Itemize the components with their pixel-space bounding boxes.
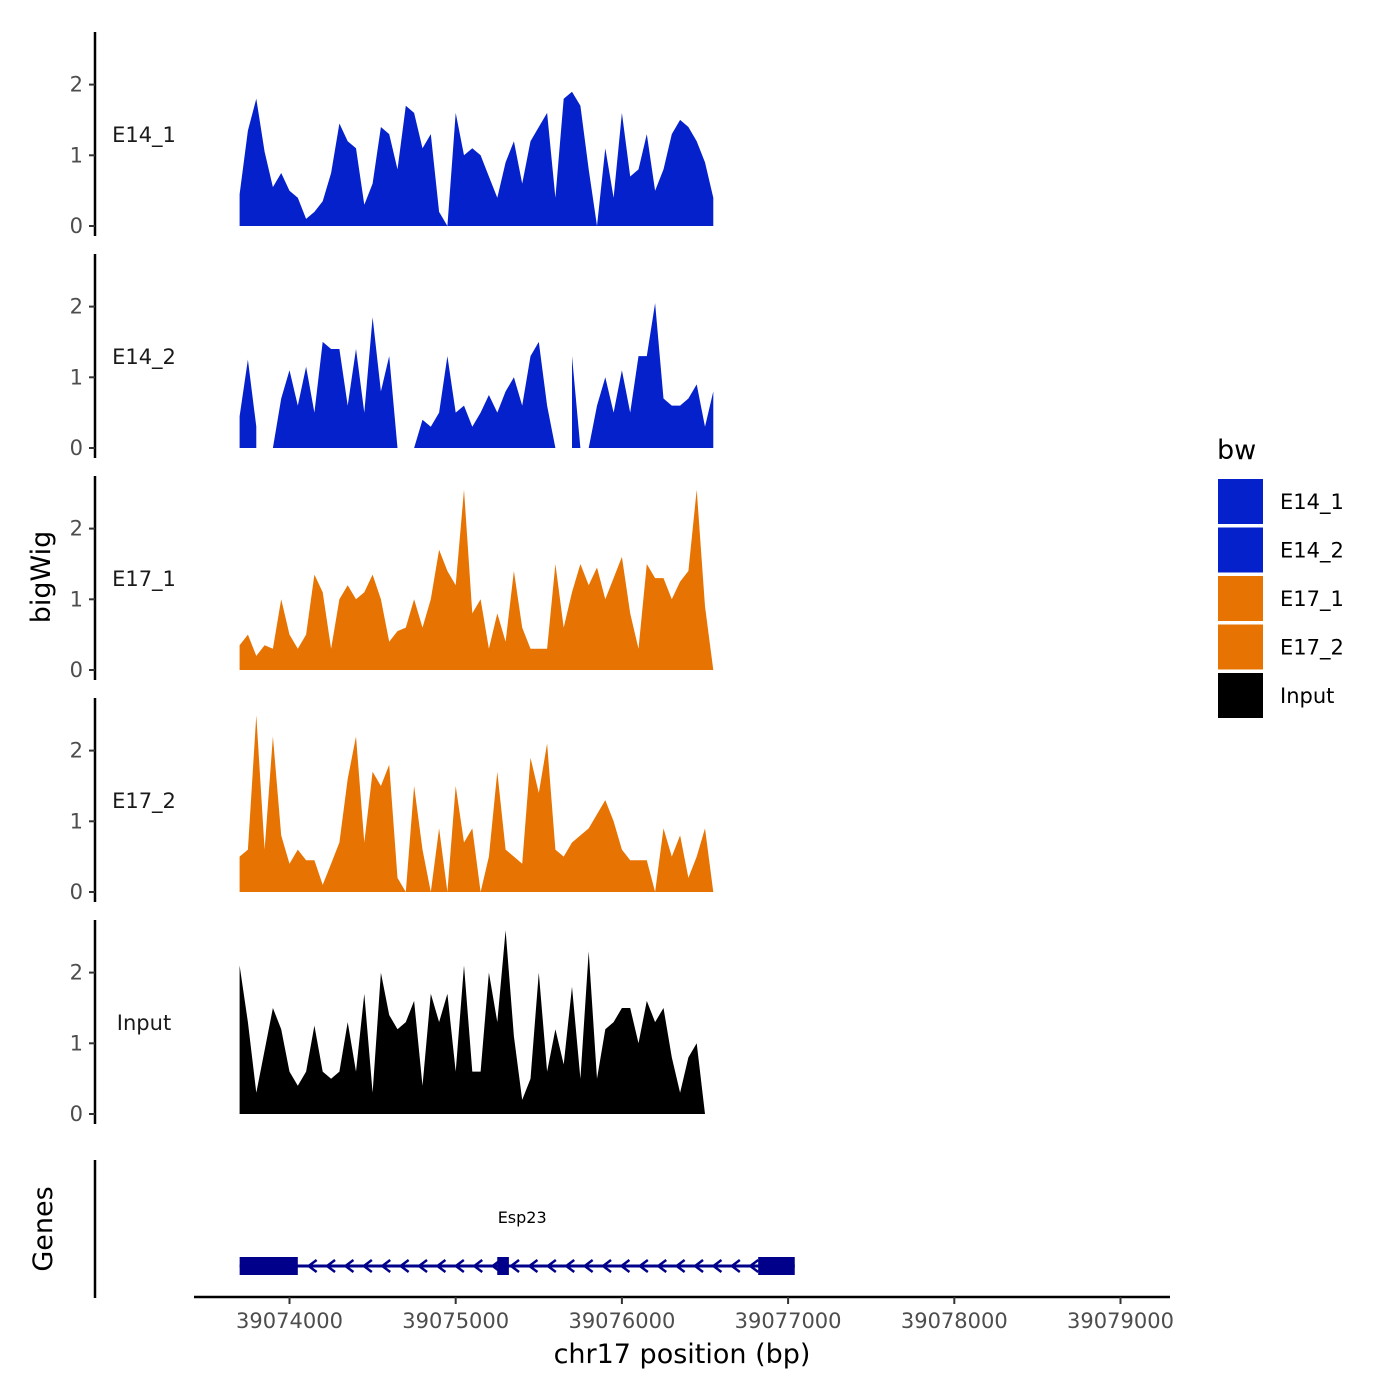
legend-title: bw	[1217, 435, 1256, 466]
track-E14_1: 0 1 2 E14_1	[70, 32, 714, 238]
strand-arrow-icon	[748, 1259, 759, 1273]
legend-label-E17_2: E17_2	[1280, 636, 1344, 661]
y-tick-label: 2	[70, 739, 83, 763]
strand-arrow-icon	[453, 1259, 465, 1273]
area-E14_2-segment-0	[239, 359, 257, 448]
strand-arrow-icon	[324, 1259, 336, 1273]
area-E14_1-segment-0	[239, 91, 714, 226]
track-label-Input: Input	[117, 1011, 171, 1035]
track-E17_1: 0 1 2 E17_1	[70, 476, 714, 682]
track-label-E14_1: E14_1	[112, 123, 176, 148]
strand-arrow-icon	[472, 1259, 483, 1273]
track-Input: 0 1 2 Input	[70, 920, 714, 1126]
track-label-E17_1: E17_1	[112, 567, 176, 592]
strand-arrow-icon	[361, 1259, 373, 1273]
y-tick-label: 1	[70, 809, 83, 833]
track-E14_2: 0 1 2 E14_2	[70, 254, 714, 460]
legend-swatch-E17_2	[1218, 624, 1263, 670]
strand-arrow-icon	[637, 1259, 649, 1273]
strand-arrow-icon	[398, 1259, 410, 1273]
gene-exon-2	[758, 1257, 795, 1275]
legend-label-E17_1: E17_1	[1280, 587, 1344, 612]
area-E17_1-segment-0	[239, 489, 714, 670]
strand-arrow-icon	[729, 1259, 741, 1273]
legend-swatch-E14_2	[1218, 527, 1263, 573]
y-tick-label: 2	[70, 961, 83, 985]
gene-panel-label: Genes	[28, 1186, 59, 1271]
y-tick-label: 2	[70, 295, 83, 319]
x-axis: 39074000 39075000 39076000 39077000 39078000…	[194, 1295, 1174, 1333]
area-E14_2-segment-3	[572, 303, 714, 448]
strand-arrow-icon	[692, 1259, 704, 1273]
legend-label-Input: Input	[1280, 684, 1334, 708]
track-label-E14_2: E14_2	[112, 345, 176, 370]
y-tick-label: 0	[70, 658, 83, 682]
legend-swatch-E14_1	[1218, 479, 1263, 524]
y-tick-label: 2	[70, 73, 83, 97]
strand-arrow-icon	[343, 1259, 355, 1273]
area-E14_2-segment-2	[414, 341, 556, 448]
gene-exon-0	[239, 1257, 298, 1275]
legend-label-E14_1: E14_1	[1280, 490, 1344, 515]
area-E14_2-segment-1	[272, 317, 398, 448]
area-E17_2-segment-0	[239, 715, 714, 892]
x-tick-label: 39078000	[901, 1309, 1008, 1333]
legend: bw E14_1 E14_2 E17_1 E17_2 Input	[1217, 435, 1344, 718]
x-tick-label: 39076000	[568, 1309, 675, 1333]
strand-arrow-icon	[306, 1259, 318, 1273]
gene-name-label: Esp23	[498, 1208, 547, 1227]
x-tick-label: 39074000	[236, 1309, 343, 1333]
area-Input-segment-0	[239, 930, 714, 1114]
strand-arrow-icon	[656, 1259, 667, 1273]
strand-arrow-icon	[600, 1259, 612, 1273]
strand-arrow-icon	[564, 1259, 575, 1273]
strand-arrow-icon	[416, 1259, 428, 1273]
gene-panel: Genes Esp23	[28, 1160, 795, 1298]
x-axis-title: chr17 position (bp)	[554, 1339, 811, 1370]
y-tick-label: 0	[70, 436, 83, 460]
y-tick-label: 1	[70, 1031, 83, 1055]
y-axis-title: bigWig	[26, 531, 57, 624]
y-tick-label: 0	[70, 880, 83, 904]
strand-arrow-icon	[380, 1259, 391, 1273]
legend-label-E14_2: E14_2	[1280, 539, 1344, 564]
y-tick-label: 1	[70, 587, 83, 611]
strand-arrow-icon	[711, 1259, 723, 1273]
strand-arrow-icon	[545, 1259, 557, 1273]
y-tick-label: 1	[70, 365, 83, 389]
strand-arrow-icon	[527, 1259, 539, 1273]
track-E17_2: 0 1 2 E17_2	[70, 698, 714, 904]
y-tick-label: 0	[70, 214, 83, 238]
strand-arrow-icon	[619, 1259, 631, 1273]
strand-arrow-icon	[582, 1259, 594, 1273]
strand-arrow-icon	[674, 1259, 686, 1273]
legend-swatch-Input	[1218, 673, 1263, 718]
y-tick-label: 0	[70, 1102, 83, 1126]
strand-arrow-icon	[435, 1259, 447, 1273]
track-label-E17_2: E17_2	[112, 789, 176, 814]
strand-arrow-icon	[508, 1259, 520, 1273]
y-tick-label: 1	[70, 143, 83, 167]
legend-swatch-E17_1	[1218, 576, 1263, 621]
x-tick-label: 39077000	[735, 1309, 842, 1333]
y-tick-label: 2	[70, 517, 83, 541]
gene-exon-1	[497, 1257, 509, 1275]
x-tick-label: 39079000	[1067, 1309, 1174, 1333]
x-tick-label: 39075000	[402, 1309, 509, 1333]
